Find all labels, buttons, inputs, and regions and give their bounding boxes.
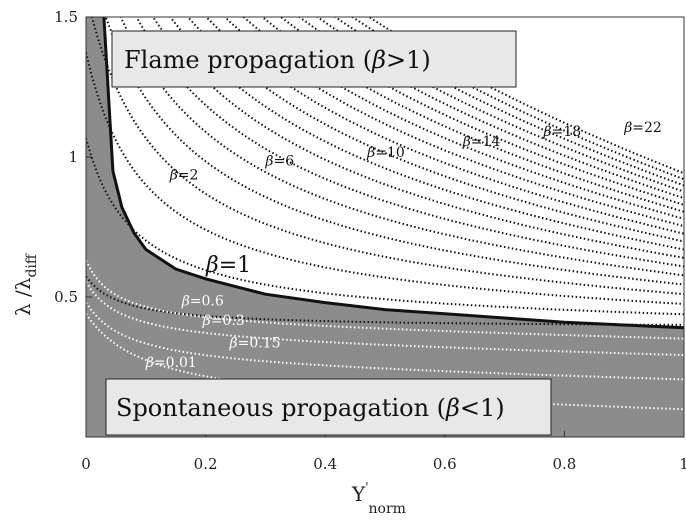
- y-axis-title: λ /λdiff: [11, 253, 40, 316]
- flame-label-box: [111, 30, 517, 88]
- contour-label-beta-0.01: β=0.01: [145, 355, 197, 371]
- x-tick-label: 1: [679, 455, 686, 473]
- y-tick-label: 0.5: [54, 288, 78, 306]
- x-tick-label: 0.2: [194, 455, 218, 473]
- contour-labels: β=2β=6β=10β=14β=18β=22β=26β=30β=0.6β=0.3…: [145, 120, 662, 371]
- x-tick-label: 0.6: [433, 455, 457, 473]
- y-axis-ticks: 0.5 1 1.5: [54, 8, 92, 306]
- x-axis-ticks: 0 0.2 0.4 0.6 0.8 1: [81, 431, 686, 473]
- contour-label-beta-10: β=10: [366, 145, 405, 161]
- spontaneous-region-label: Spontaneous propagation (β<1): [105, 378, 552, 436]
- spontaneous-label-box: [105, 378, 552, 436]
- contour-label-beta-0.6: β=0.6: [181, 293, 224, 309]
- flame-region-label: Flame propagation (β>1): [111, 30, 517, 88]
- x-axis-title: Y'norm: [351, 480, 406, 517]
- y-tick-label: 1.5: [54, 8, 78, 26]
- plot-frame: [85, 16, 685, 438]
- x-tick-label: 0.8: [552, 455, 576, 473]
- contour-beta-26: [135, 17, 684, 268]
- contour-label-beta-0.15: β=0.15: [229, 335, 281, 351]
- y-tick-label: 1: [68, 148, 78, 166]
- contour-label-beta-6: β=6: [264, 153, 294, 169]
- contour-label-beta-0.3: β=0.3: [202, 313, 245, 329]
- x-tick-label: 0.4: [313, 455, 337, 473]
- contour-beta-14: [90, 17, 684, 296]
- contour-beta-10: [86, 52, 684, 305]
- contour-label-beta-14: β=14: [462, 134, 501, 150]
- boundary-line-beta-1: [102, 17, 684, 330]
- contour-label-beta-18: β=18: [543, 124, 582, 140]
- contour-label-beta-22: β=22: [623, 120, 662, 136]
- contour-beta-54: [260, 17, 684, 213]
- contour-beta-50: [242, 17, 684, 220]
- flame-label-text: Flame propagation (β>1): [124, 46, 431, 74]
- x-tick-label: 0: [81, 455, 91, 473]
- spontaneous-region-fill: [86, 17, 684, 437]
- contour-label-beta-2: β=2: [169, 167, 199, 183]
- spontaneous-label-text: Spontaneous propagation (β<1): [116, 394, 505, 422]
- boundary-label: β=1: [205, 253, 251, 278]
- contour-beta-18: [104, 17, 684, 286]
